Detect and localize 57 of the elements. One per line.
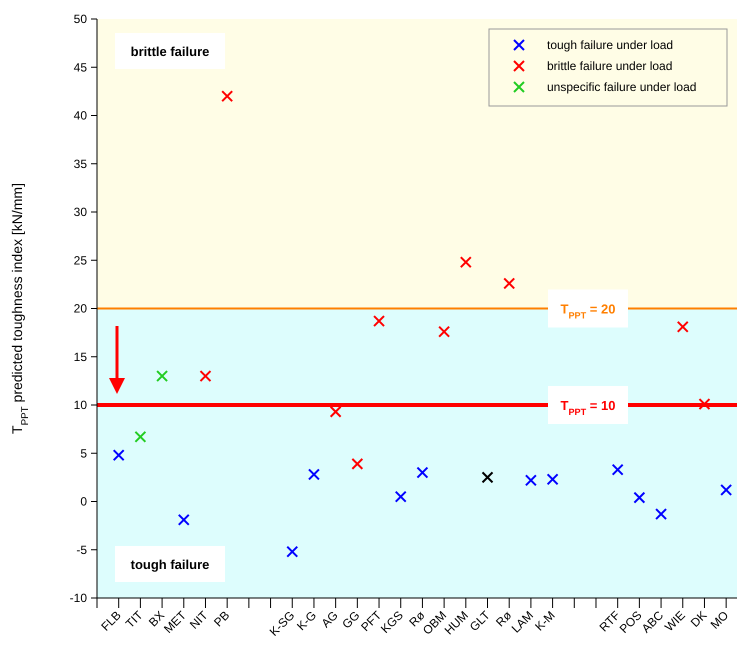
point — [546, 473, 559, 486]
point — [156, 370, 168, 382]
legend-label: unspecific failure under load — [547, 80, 696, 94]
point — [482, 471, 494, 484]
point — [330, 406, 342, 418]
point — [373, 315, 386, 328]
y-tick-label: 15 — [74, 350, 88, 364]
legend-label: tough failure under load — [547, 38, 674, 52]
band-label: brittle failure — [130, 44, 210, 59]
x-tick-label: TIT — [122, 608, 146, 631]
y-tick-label: 0 — [80, 494, 88, 508]
point — [633, 492, 646, 504]
point — [655, 508, 668, 520]
point — [460, 256, 472, 268]
ref-line-label: T$_{PPT}$ = 10 — [560, 398, 616, 417]
x-tick-label: NIT — [187, 608, 212, 632]
x-tick-label: GLT — [466, 608, 494, 634]
y-tick-label: 40 — [74, 108, 88, 122]
point — [351, 458, 364, 470]
point — [394, 490, 407, 503]
y-tick-label: 50 — [74, 12, 88, 26]
band-label: tough failure — [130, 557, 210, 572]
point — [134, 430, 146, 443]
x-tick-label: WIE — [662, 608, 688, 634]
point — [524, 474, 537, 486]
point — [199, 370, 212, 382]
x-tick-label: AG — [318, 608, 341, 630]
point — [612, 464, 624, 476]
y-tick-label: 5 — [80, 446, 88, 460]
point — [286, 546, 298, 558]
y-tick-label: -10 — [70, 591, 88, 605]
x-tick-label: FLB — [98, 608, 124, 634]
point — [720, 484, 732, 496]
legend-label: brittle failure under load — [547, 59, 672, 73]
y-tick-label: 45 — [74, 60, 88, 74]
point — [416, 466, 428, 479]
point — [308, 468, 320, 480]
point — [438, 326, 450, 338]
y-tick-label: 20 — [74, 302, 88, 316]
y-tick-label: 35 — [74, 156, 88, 171]
point — [698, 398, 710, 410]
ref-line-label: T$_{PPT}$ = 20 — [560, 302, 616, 320]
point — [221, 90, 234, 102]
x-tick-label: PB — [211, 608, 232, 630]
y-tick-label: 10 — [74, 398, 88, 412]
y-tick-label: 25 — [74, 253, 88, 268]
x-tick-label: K-M — [532, 608, 558, 634]
y-tick-label: 30 — [74, 205, 88, 219]
point — [503, 277, 516, 290]
x-tick-label: DK — [688, 608, 710, 630]
point — [676, 320, 689, 333]
x-tick-label: GG — [339, 608, 362, 632]
y-tick-label: -5 — [76, 542, 88, 557]
x-tick-label: K-G — [294, 608, 320, 634]
x-tick-label: MO — [708, 608, 732, 632]
point — [178, 514, 190, 526]
point — [112, 449, 125, 462]
